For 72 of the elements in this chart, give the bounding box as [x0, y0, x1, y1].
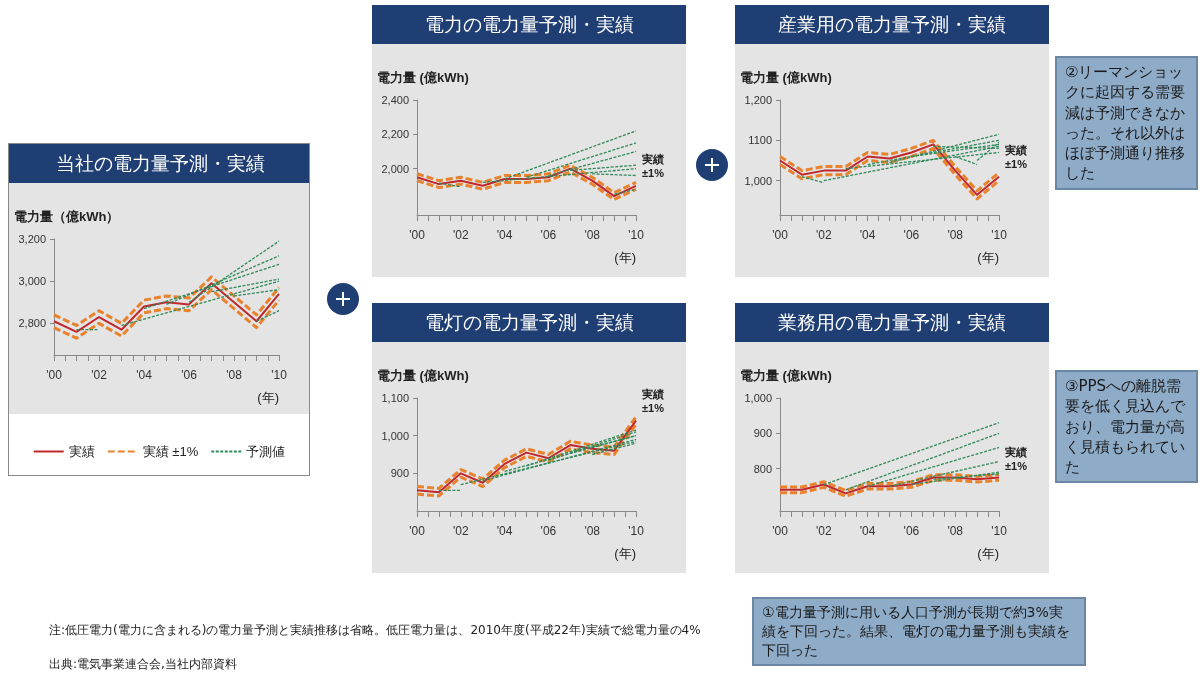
- x-tick-label: '06: [540, 524, 557, 538]
- x-tick-label: '08: [947, 228, 964, 242]
- y-tick-label: 3,200: [18, 233, 46, 245]
- x-tick-label: '06: [181, 368, 198, 382]
- text: 注:低圧電力(電力に含まれる)の電力量予測と実績推移は省略。低圧電力量は、2010年度(平成22年)実績で総電力量の4%: [49, 623, 702, 639]
- x-tick-label: '00: [46, 368, 63, 382]
- y-tick-label: 1100: [748, 134, 772, 147]
- x-tick-label: '02: [815, 228, 832, 242]
- x-tick-label: '00: [409, 524, 426, 538]
- x-tick-label: '00: [772, 524, 789, 538]
- y-tick-label: 2,400: [381, 94, 409, 106]
- y-tick-label: 1,100: [381, 392, 409, 404]
- x-tick-label: '10: [628, 524, 645, 538]
- x-tick-label: '10: [271, 368, 288, 382]
- x-tick-label: '08: [584, 524, 601, 538]
- y-tick-label: 800: [753, 462, 772, 475]
- text: ②リーマンショックに起因する需要減は予測できなかった。それ以外はほぼ予測通り推移した: [1055, 56, 1198, 190]
- series-label: 実績 ±1%: [641, 153, 665, 180]
- y-tick-label: 1,000: [381, 429, 409, 442]
- x-axis-title: (年): [977, 546, 999, 561]
- text: ③PPSへの離脱需要を低く見込んでおり、電力量が高く見積もられていた: [1055, 370, 1198, 484]
- y-axis-title: 電力量 (億kWh): [377, 70, 469, 85]
- x-tick-label: '08: [226, 368, 243, 382]
- x-tick-label: '06: [540, 228, 557, 242]
- chart-title: 業務用の電力量予測・実績: [778, 312, 1006, 333]
- x-tick-label: '04: [136, 368, 153, 382]
- x-tick-label: '10: [628, 228, 645, 242]
- x-tick-label: '02: [91, 368, 108, 382]
- y-tick-label: 2,200: [381, 128, 409, 141]
- series-label: 実績 ±1%: [1004, 445, 1028, 472]
- x-tick-label: '04: [859, 228, 876, 242]
- x-tick-label: '10: [991, 228, 1008, 242]
- y-axis-title: 電力量 (億kWh): [740, 70, 832, 85]
- legend-label: 予測値: [246, 444, 286, 459]
- y-tick-label: 900: [753, 427, 772, 440]
- chart-title: 電力の電力量予測・実績: [424, 14, 634, 35]
- y-tick-label: 1,000: [744, 392, 772, 404]
- series-label: 実績 ±1%: [1004, 143, 1028, 170]
- y-axis-title: 電力量（億kWh）: [14, 209, 120, 224]
- x-tick-label: '06: [903, 228, 920, 242]
- x-axis-title: (年): [257, 390, 279, 405]
- x-axis-title: (年): [977, 250, 999, 265]
- x-axis-title: (年): [614, 546, 636, 561]
- x-tick-label: '02: [452, 228, 469, 242]
- x-tick-label: '10: [991, 524, 1008, 538]
- y-tick-label: 3,000: [18, 275, 46, 288]
- source-note: 出典:電気事業連合会,当社内部資料: [49, 657, 238, 673]
- x-tick-label: '04: [496, 524, 513, 538]
- y-tick-label: 2,800: [18, 317, 46, 330]
- y-axis-title: 電力量 (億kWh): [740, 368, 832, 383]
- x-tick-label: '04: [496, 228, 513, 242]
- x-tick-label: '00: [772, 228, 789, 242]
- chart-title: 電灯の電力量予測・実績: [424, 312, 634, 333]
- legend-label: 実績 ±1%: [142, 444, 199, 459]
- y-tick-label: 2,000: [381, 162, 409, 175]
- y-tick-label: 1,000: [744, 174, 772, 187]
- y-tick-label: 900: [390, 467, 409, 480]
- x-tick-label: '04: [859, 524, 876, 538]
- y-axis-title: 電力量 (億kWh): [377, 368, 469, 383]
- text: ①電力量予測に用いる人口予測が長期で約3%実績を下回った。結果、電灯の電力量予測も実績を下回った: [752, 597, 1086, 666]
- legend-label: 実績: [68, 444, 95, 459]
- x-tick-label: '00: [409, 228, 426, 242]
- series-label: 実績 ±1%: [641, 387, 665, 414]
- x-tick-label: '08: [947, 524, 964, 538]
- x-tick-label: '08: [584, 228, 601, 242]
- chart-title: 当社の電力量予測・実績: [55, 153, 265, 174]
- y-tick-label: 1,200: [744, 94, 772, 106]
- chart-title: 産業用の電力量予測・実績: [778, 14, 1006, 35]
- x-axis-title: (年): [614, 250, 636, 265]
- x-tick-label: '02: [452, 524, 469, 538]
- x-tick-label: '02: [815, 524, 832, 538]
- x-tick-label: '06: [903, 524, 920, 538]
